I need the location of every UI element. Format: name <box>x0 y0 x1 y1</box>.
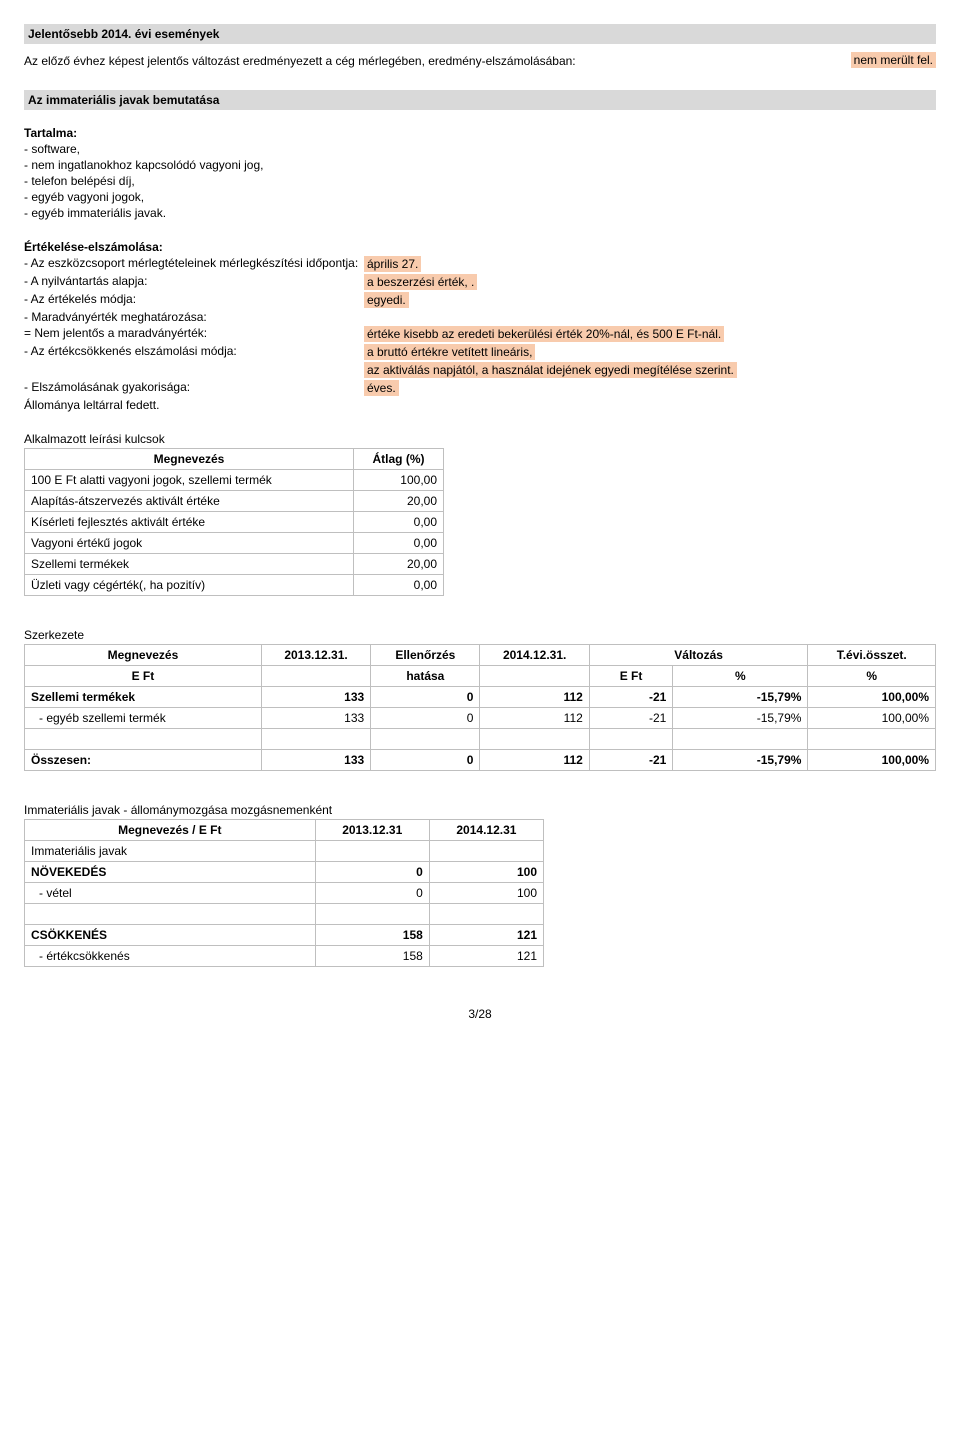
kv-row: = Nem jelentős a maradványérték: értéke … <box>24 326 936 342</box>
table-row-empty <box>25 729 936 750</box>
kv-key: - Az értékelés módja: <box>24 292 364 308</box>
tartalma-title: Tartalma: <box>24 126 936 140</box>
kv-key: - Az értékcsökkenés elszámolási módja: <box>24 344 364 360</box>
th-ellen: Ellenőrzés <box>371 645 480 666</box>
intro-text: Az előző évhez képest jelentős változást… <box>24 54 576 68</box>
section-header-immaterial: Az immateriális javak bemutatása <box>24 90 936 110</box>
table-row: Immateriális javak <box>25 841 544 862</box>
kv-val: a bruttó értékre vetített lineáris, <box>364 344 535 360</box>
kv-val: április 27. <box>364 256 421 272</box>
table-row-empty <box>25 904 544 925</box>
th-osszet: T.évi.összet. <box>808 645 936 666</box>
kv-row: - Maradványérték meghatározása: <box>24 310 936 324</box>
th-sub-pct: % <box>673 666 808 687</box>
kv-note: Állománya leltárral fedett. <box>24 398 936 412</box>
kv-val: a beszerzési érték, . <box>364 274 477 290</box>
kv-key: = Nem jelentős a maradványérték: <box>24 326 364 342</box>
ertekeles-title: Értékelése-elszámolása: <box>24 240 936 254</box>
th-sub-eft2: E Ft <box>589 666 673 687</box>
kv-val: éves. <box>364 380 399 396</box>
table-row: - egyéb szellemi termék 133 0 112 -21 -1… <box>25 708 936 729</box>
th-megnevezes: Megnevezés <box>25 449 354 470</box>
th-sub-eft: E Ft <box>25 666 262 687</box>
tartalma-item: - nem ingatlanokhoz kapcsolódó vagyoni j… <box>24 158 936 172</box>
intro-answer: nem merült fel. <box>851 52 936 68</box>
table-row: Alapítás-átszervezés aktivált értéke20,0… <box>25 491 444 512</box>
th-2013: 2013.12.31. <box>261 645 370 666</box>
section-header-events: Jelentősebb 2014. évi események <box>24 24 936 44</box>
table-row: Kísérleti fejlesztés aktivált értéke0,00 <box>25 512 444 533</box>
kv-row: az aktiválás napjától, a használat idejé… <box>24 362 936 378</box>
tartalma-item: - egyéb vagyoni jogok, <box>24 190 936 204</box>
kv-val: értéke kisebb az eredeti bekerülési érté… <box>364 326 724 342</box>
table-row: Szellemi termékek20,00 <box>25 554 444 575</box>
th-2014: 2014.12.31. <box>480 645 589 666</box>
kv-row: - Elszámolásának gyakorisága: éves. <box>24 380 936 396</box>
kv-row: - A nyilvántartás alapja: a beszerzési é… <box>24 274 936 290</box>
kv-row: - Az értékcsökkenés elszámolási módja: a… <box>24 344 936 360</box>
tartalma-item: - telefon belépési díj, <box>24 174 936 188</box>
th-sub-pct2: % <box>808 666 936 687</box>
th-meg-eft: Megnevezés / E Ft <box>25 820 316 841</box>
table-row: - értékcsökkenés 158 121 <box>25 946 544 967</box>
intro-row: Az előző évhez képest jelentős változást… <box>24 52 936 70</box>
table-row: Vagyoni értékű jogok0,00 <box>25 533 444 554</box>
szerkezete-title: Szerkezete <box>24 628 936 642</box>
mozgas-title: Immateriális javak - állománymozgása moz… <box>24 803 936 817</box>
kv-val: egyedi. <box>364 292 409 308</box>
kv-key: - Elszámolásának gyakorisága: <box>24 380 364 396</box>
kv-row: - Az eszközcsoport mérlegtételeinek mérl… <box>24 256 936 272</box>
kv-row: - Az értékelés módja: egyedi. <box>24 292 936 308</box>
kv-key: - Maradványérték meghatározása: <box>24 310 364 324</box>
kv-val: az aktiválás napjától, a használat idejé… <box>364 362 737 378</box>
tartalma-item: - software, <box>24 142 936 156</box>
th-atlag: Átlag (%) <box>354 449 444 470</box>
page-number: 3/28 <box>24 1007 936 1021</box>
table-row: CSÖKKENÉS 158 121 <box>25 925 544 946</box>
kv-key: - Az eszközcsoport mérlegtételeinek mérl… <box>24 256 364 272</box>
table-row: NÖVEKEDÉS 0 100 <box>25 862 544 883</box>
tartalma-item: - egyéb immateriális javak. <box>24 206 936 220</box>
table-row-total: Összesen: 133 0 112 -21 -15,79% 100,00% <box>25 750 936 771</box>
leirasi-table: Megnevezés Átlag (%) 100 E Ft alatti vag… <box>24 448 444 596</box>
th-valtozas: Változás <box>589 645 808 666</box>
mozgas-table: Megnevezés / E Ft 2013.12.31 2014.12.31 … <box>24 819 544 967</box>
table-row: - vétel 0 100 <box>25 883 544 904</box>
table-row: 100 E Ft alatti vagyoni jogok, szellemi … <box>25 470 444 491</box>
leirasi-title: Alkalmazott leírási kulcsok <box>24 432 936 446</box>
szerkezete-table: Megnevezés 2013.12.31. Ellenőrzés 2014.1… <box>24 644 936 771</box>
th-2014: 2014.12.31 <box>429 820 543 841</box>
th-sub-hatasa: hatása <box>371 666 480 687</box>
table-row: Szellemi termékek 133 0 112 -21 -15,79% … <box>25 687 936 708</box>
kv-key: - A nyilvántartás alapja: <box>24 274 364 290</box>
table-row: Üzleti vagy cégérték(, ha pozitív)0,00 <box>25 575 444 596</box>
th-2013: 2013.12.31 <box>315 820 429 841</box>
th-meg: Megnevezés <box>25 645 262 666</box>
